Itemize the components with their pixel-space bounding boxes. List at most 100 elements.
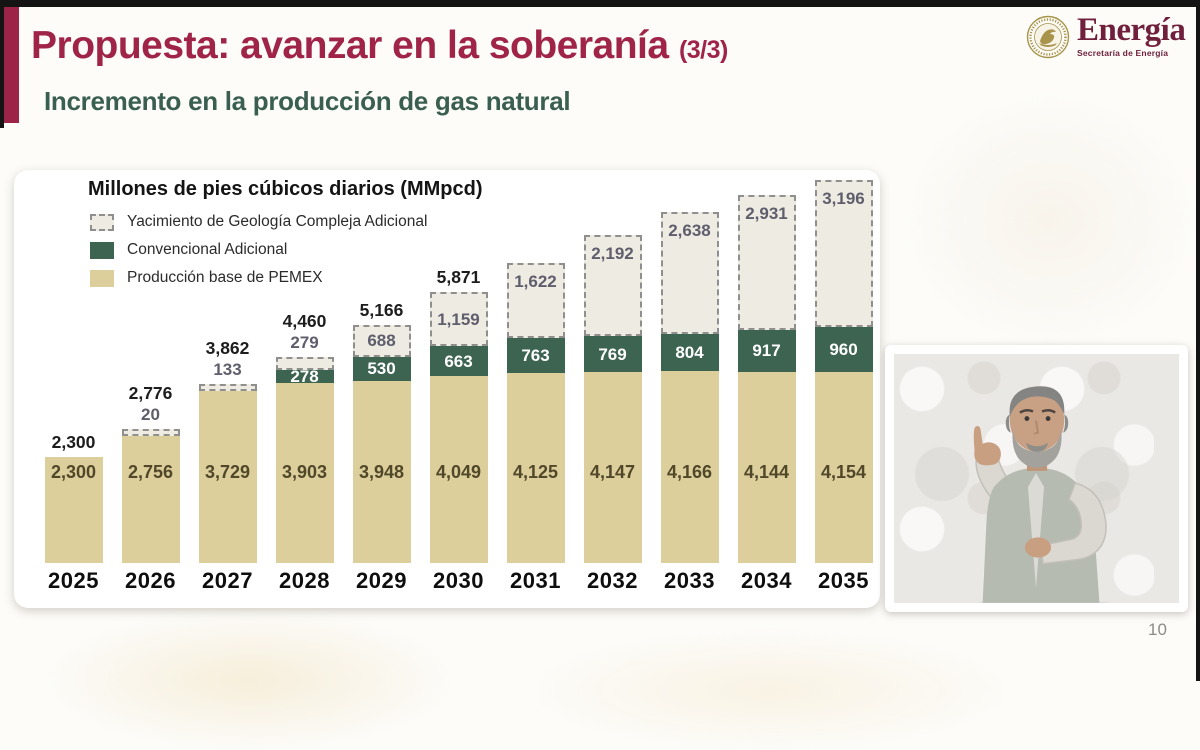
segment-complex-2034: 2,931 [737, 194, 796, 330]
segment-base-2035 [814, 371, 873, 563]
segment-base-2031 [506, 372, 565, 563]
logo-text: Energía Secretaría de Energía [1077, 12, 1186, 58]
bar-column-2034: 2,931 917 4,144 [728, 170, 805, 563]
segment-conv-2028: 278 [275, 367, 334, 387]
segment-complex-2029: 688 [352, 324, 411, 357]
segment-conv-2029: 530 [352, 356, 411, 381]
segment-complex-2033: 2,638 [660, 212, 719, 334]
x-axis-label-2025: 2025 [48, 568, 99, 593]
segment-complex-2030: 1,159 [429, 292, 488, 346]
video-letterbox-right [1196, 0, 1200, 681]
x-axis-label-2034: 2034 [741, 568, 792, 593]
value-complex-2027: 133 [213, 360, 242, 380]
x-axis-label-2029: 2029 [356, 568, 407, 593]
value-complex-2031: 1,622 [514, 271, 557, 291]
bar-column-2028: 278 3,903 4,460 279 [266, 170, 343, 563]
bar-chart-x-axis: 2025 2026 2027 2028 2029 2030 2031 2032 2033 2034… [35, 568, 882, 594]
legend-item-tan: Producción base de PEMEX [90, 264, 427, 292]
segment-base-2032 [583, 371, 642, 563]
segment-complex-2028 [275, 357, 334, 371]
stacked-bar-2026: 2,756 2,776 20 [121, 383, 180, 563]
bar-column-2029: 688 530 3,948 5,166 [343, 170, 420, 563]
segment-complex-2026 [121, 428, 180, 436]
bar-column-2033: 2,638 804 4,166 [651, 170, 728, 563]
stacked-bar-2029: 688 530 3,948 5,166 [352, 300, 411, 563]
value-total-2027: 3,862 [205, 338, 250, 359]
stacked-bar-2035: 3,196 960 4,154 [814, 179, 873, 563]
segment-base-2034 [737, 371, 796, 563]
energia-logo: Energía Secretaría de Energía [1026, 12, 1186, 59]
page-number: 10 [1148, 620, 1167, 639]
stacked-bar-2030: 1,159 663 4,049 5,871 [429, 267, 488, 563]
bar-column-2032: 2,192 769 4,147 [574, 170, 651, 563]
background-pattern [520, 630, 1020, 750]
legend-item-dashed: Yacimiento de Geología Compleja Adiciona… [90, 208, 427, 236]
value-conv-2029: 530 [367, 359, 396, 379]
value-base-2031: 4,125 [512, 462, 559, 482]
value-base-2033: 4,166 [666, 462, 713, 482]
x-axis-label-2033: 2033 [664, 568, 715, 593]
interpreter-illustration [973, 386, 1107, 603]
value-total-2025: 2,300 [51, 431, 96, 452]
logo-name: Energía [1077, 12, 1186, 48]
above-labels-2030: 5,871 [420, 267, 498, 292]
bar-column-2030: 1,159 663 4,049 5,871 [420, 170, 497, 563]
background-pattern [40, 610, 460, 750]
stacked-bar-2032: 2,192 769 4,147 [583, 235, 642, 563]
value-complex-2033: 2,638 [668, 221, 711, 241]
segment-base-2030 [429, 376, 488, 563]
segment-conv-2034: 917 [737, 329, 796, 372]
value-complex-2032: 2,192 [591, 244, 634, 264]
value-total-2029: 5,166 [359, 299, 404, 320]
stacked-bar-2027: 3,729 3,862 133 [198, 338, 257, 563]
segment-conv-2033: 804 [660, 333, 719, 371]
value-conv-2028: 278 [290, 367, 319, 387]
above-labels-2027: 3,862 133 [189, 338, 267, 384]
stacked-bar-2034: 2,931 917 4,144 [737, 194, 796, 563]
stacked-bar-2028: 278 3,903 4,460 279 [275, 311, 334, 563]
chart-title: Millones de pies cúbicos diarios (MMpcd) [88, 178, 483, 200]
value-base-2035: 4,154 [820, 462, 867, 482]
value-base-2030: 4,049 [435, 462, 482, 482]
value-complex-2026: 20 [141, 404, 160, 424]
segment-base-2025 [44, 456, 103, 563]
title-accent-bar [4, 7, 19, 123]
segment-conv-2035: 960 [814, 327, 873, 372]
value-base-2034: 4,144 [743, 462, 790, 482]
value-conv-2033: 804 [675, 342, 704, 362]
bar-column-2027: 3,729 3,862 133 [189, 170, 266, 563]
interpreter-video-card [885, 345, 1188, 612]
chart-card: Millones de pies cúbicos diarios (MMpcd)… [14, 170, 880, 608]
value-conv-2031: 763 [521, 345, 550, 365]
value-complex-2028: 279 [290, 333, 319, 353]
segment-base-2027 [198, 391, 257, 563]
segment-complex-2031: 1,622 [506, 262, 565, 338]
value-conv-2034: 917 [752, 341, 781, 361]
logo-subtitle: Secretaría de Energía [1077, 48, 1169, 58]
value-base-2027: 3,729 [204, 462, 251, 482]
legend-swatch-tan [90, 269, 114, 287]
bar-column-2031: 1,622 763 4,125 [497, 170, 574, 563]
above-labels-2025: 2,300 [35, 432, 113, 457]
value-base-2029: 3,948 [358, 462, 405, 482]
value-conv-2032: 769 [598, 344, 627, 364]
value-complex-2029: 688 [367, 331, 396, 351]
x-axis-label-2031: 2031 [510, 568, 561, 593]
legend-swatch-green [90, 241, 114, 259]
interpreter-video-frame [894, 354, 1179, 603]
background-pattern [900, 90, 1200, 350]
video-letterbox-left [0, 0, 4, 128]
value-base-2025: 2,300 [50, 462, 97, 482]
bar-column-2035: 3,196 960 4,154 [805, 170, 882, 563]
page-title-suffix: (3/3) [678, 36, 728, 64]
segment-complex-2032: 2,192 [583, 235, 642, 337]
value-base-2028: 3,903 [281, 462, 328, 482]
page-subtitle: Incremento en la producción de gas natur… [44, 86, 571, 116]
page-title: Propuesta: avanzar en la soberanía (3/3) [31, 24, 728, 68]
x-axis-label-2027: 2027 [202, 568, 253, 593]
video-letterbox-top [0, 0, 1200, 7]
legend-label: Yacimiento de Geología Compleja Adiciona… [127, 213, 428, 230]
value-conv-2035: 960 [829, 339, 858, 359]
value-conv-2030: 663 [444, 351, 473, 371]
chart-legend: Yacimiento de Geología Compleja Adiciona… [90, 208, 427, 292]
